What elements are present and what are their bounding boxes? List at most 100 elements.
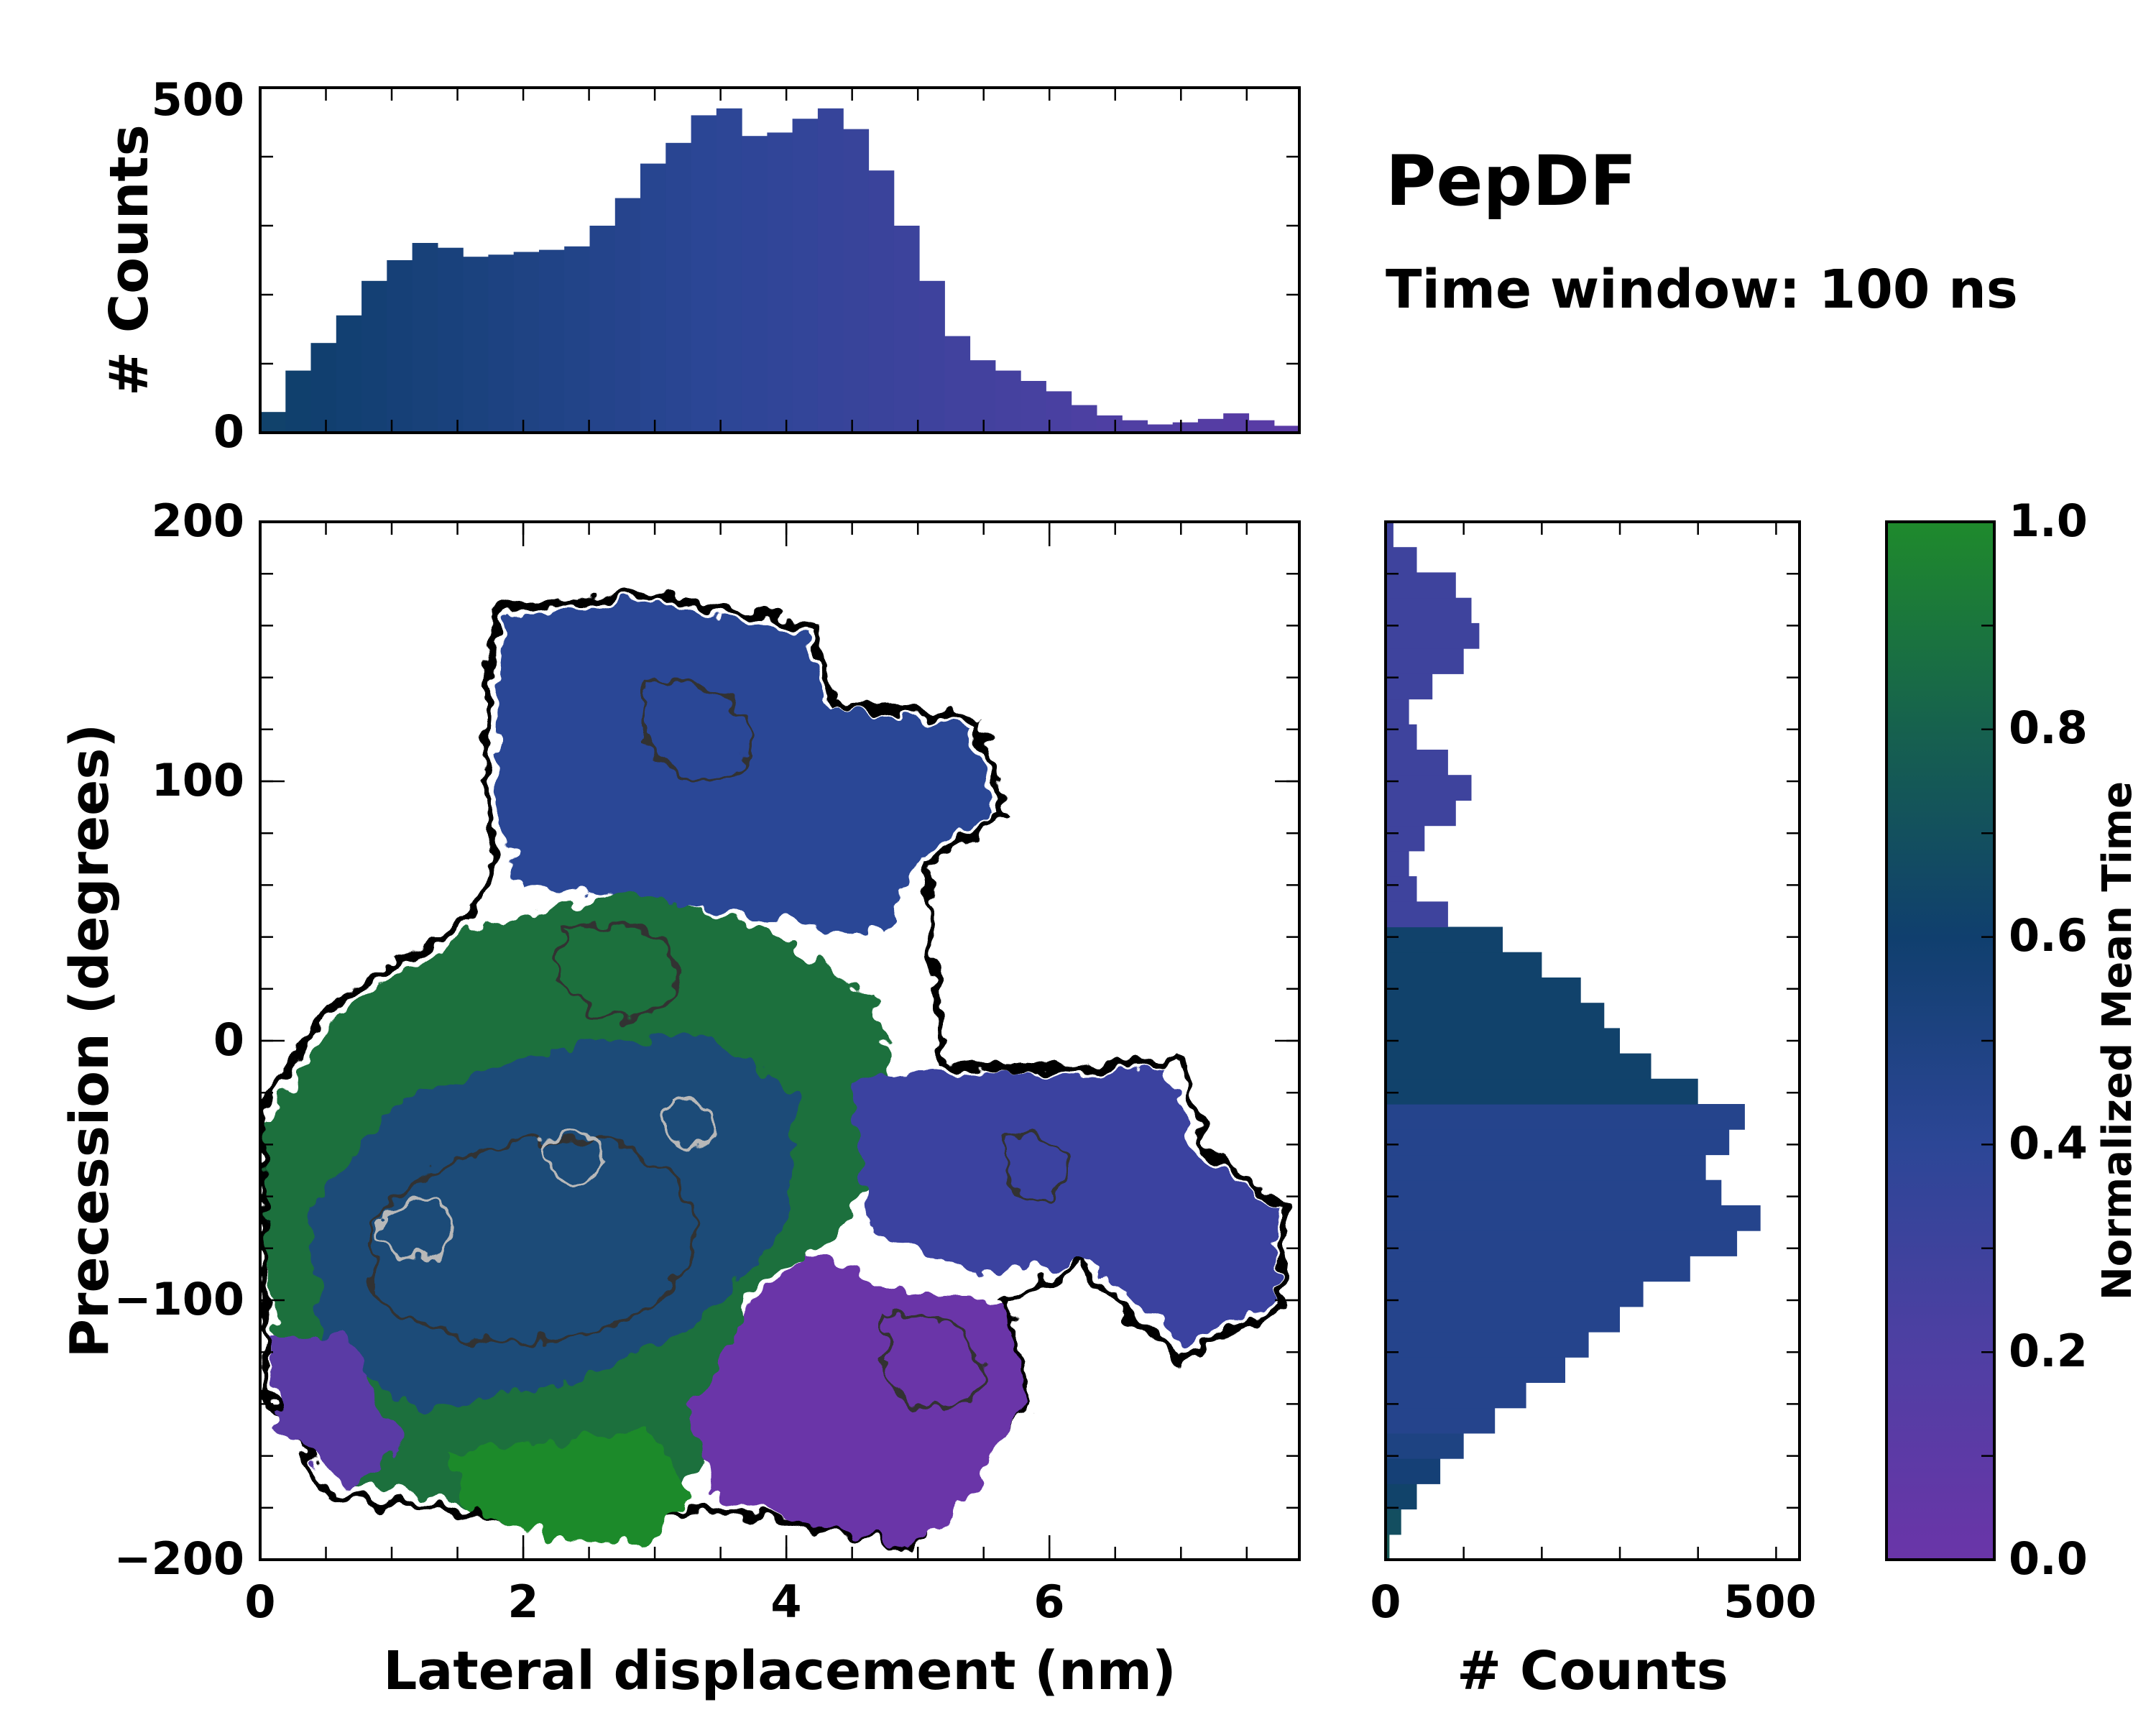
main-ytick-label: −100 bbox=[114, 1273, 244, 1325]
top-histogram-bar bbox=[513, 252, 540, 433]
top-histogram-bar bbox=[1021, 381, 1046, 433]
top-histogram-bar bbox=[944, 336, 971, 433]
right-histogram-bar bbox=[1386, 1332, 1589, 1358]
top-histogram-bar bbox=[285, 370, 312, 433]
top-histogram-bar bbox=[742, 136, 768, 433]
right-histogram-bar bbox=[1386, 1256, 1690, 1282]
top-histogram-bar bbox=[1147, 424, 1174, 433]
main-ytick-label: 100 bbox=[152, 754, 244, 806]
right-histogram: 0 500 # Counts bbox=[1370, 520, 1817, 1702]
main-xtick-label: 6 bbox=[1033, 1576, 1064, 1628]
main-ylabel: Precession (degrees) bbox=[59, 724, 121, 1358]
top-histogram-frame bbox=[259, 86, 1301, 434]
right-tail-region bbox=[848, 1064, 1279, 1344]
top-histogram-bars bbox=[260, 108, 1300, 433]
right-histogram-bar bbox=[1386, 547, 1417, 573]
top-histogram: 500 0 # Counts bbox=[98, 73, 1301, 458]
right-histogram-bar bbox=[1386, 597, 1472, 624]
right-histogram-bar bbox=[1386, 699, 1409, 725]
main-xtick-label: 4 bbox=[770, 1576, 801, 1628]
colorbar-tick-label: 1.0 bbox=[2009, 494, 2088, 547]
right-histogram-bar bbox=[1386, 522, 1393, 548]
top-histogram-bar bbox=[589, 226, 616, 433]
main-heatmap-ticks bbox=[259, 520, 1299, 1561]
right-histogram-bar bbox=[1386, 1129, 1730, 1156]
density-peak-contours bbox=[379, 1099, 714, 1259]
bottom-green-region bbox=[446, 1430, 690, 1545]
top-histogram-bar bbox=[1172, 422, 1199, 433]
top-histogram-bar bbox=[1122, 420, 1148, 433]
right-histogram-bar bbox=[1386, 1484, 1417, 1510]
top-histogram-bar bbox=[463, 257, 489, 433]
top-histogram-bar bbox=[387, 260, 413, 433]
right-histogram-bar bbox=[1386, 1407, 1496, 1434]
top-histogram-bar bbox=[336, 315, 362, 433]
top-histogram-bar bbox=[1273, 426, 1300, 433]
right-histogram-bar bbox=[1386, 724, 1417, 750]
top-histogram-bar bbox=[260, 412, 286, 433]
colorbar-tick-label: 0.0 bbox=[2009, 1532, 2088, 1585]
top-histogram-bar bbox=[1223, 413, 1250, 433]
right-histogram-bar bbox=[1386, 1306, 1620, 1333]
top-histogram-bar bbox=[310, 343, 337, 433]
right-histogram-bar bbox=[1386, 876, 1417, 902]
top-histogram-bar bbox=[361, 280, 387, 433]
colorbar-tick-label: 0.2 bbox=[2009, 1325, 2088, 1377]
top-histogram-bar bbox=[817, 108, 844, 433]
right-histogram-bar bbox=[1386, 952, 1542, 978]
top-histogram-bar bbox=[1248, 420, 1275, 433]
inner-contour-lines bbox=[372, 678, 1069, 1410]
upper-cluster-region bbox=[496, 600, 995, 934]
main-xtick-label: 2 bbox=[507, 1576, 538, 1628]
right-histogram-xtick-label: 0 bbox=[1370, 1576, 1401, 1628]
right-histogram-xtick-label: 500 bbox=[1723, 1576, 1816, 1628]
heatmap-density-regions bbox=[260, 589, 1291, 1550]
top-histogram-bar bbox=[539, 249, 565, 433]
right-histogram-bar bbox=[1386, 1432, 1464, 1459]
top-histogram-bar bbox=[767, 132, 793, 433]
right-histogram-bar bbox=[1386, 978, 1581, 1003]
top-histogram-bar bbox=[437, 247, 464, 433]
main-xtick-label: 0 bbox=[244, 1576, 275, 1628]
right-histogram-bar bbox=[1386, 572, 1456, 599]
right-histogram-bar bbox=[1386, 800, 1456, 827]
right-histogram-bar bbox=[1386, 926, 1503, 953]
top-histogram-ytick-label: 500 bbox=[152, 73, 244, 126]
right-histogram-ticks bbox=[1384, 520, 1800, 1561]
top-histogram-ylabel: # Counts bbox=[98, 124, 160, 396]
right-histogram-bar bbox=[1386, 1078, 1698, 1105]
lower-left-purple-region bbox=[267, 1337, 402, 1488]
top-histogram-ytick-label: 0 bbox=[213, 405, 244, 458]
colorbar-tick-label: 0.6 bbox=[2009, 909, 2088, 962]
top-histogram-bar bbox=[614, 198, 641, 433]
top-histogram-bar bbox=[488, 254, 515, 433]
top-histogram-bar bbox=[792, 119, 819, 433]
right-histogram-bar bbox=[1386, 1154, 1706, 1181]
right-histogram-bar bbox=[1386, 1028, 1620, 1054]
right-histogram-bar bbox=[1386, 1053, 1651, 1080]
right-histogram-bar bbox=[1386, 622, 1480, 649]
right-histogram-xlabel: # Counts bbox=[1457, 1640, 1728, 1702]
top-histogram-bar bbox=[843, 129, 870, 433]
main-ytick-label: −200 bbox=[114, 1532, 244, 1585]
colorbar-label: Normalized Mean Time bbox=[2094, 781, 2141, 1300]
colorbar-ticks bbox=[1981, 520, 1994, 1561]
top-histogram-ticks bbox=[259, 86, 1299, 434]
top-histogram-bar bbox=[1096, 415, 1123, 433]
main-xlabel: Lateral displacement (nm) bbox=[383, 1640, 1176, 1702]
top-histogram-bar bbox=[1197, 418, 1224, 433]
figure-title: PepDF bbox=[1386, 141, 1636, 221]
right-histogram-bar bbox=[1386, 1003, 1605, 1029]
main-ytick-label: 0 bbox=[213, 1013, 244, 1066]
top-histogram-bar bbox=[1071, 405, 1097, 433]
top-histogram-bar bbox=[893, 226, 920, 433]
right-histogram-bar bbox=[1386, 850, 1409, 877]
colorbar: 0.0 0.2 0.4 0.6 0.8 1.0 Normalized Mean … bbox=[1885, 494, 2141, 1585]
top-histogram-bar bbox=[665, 142, 692, 433]
figure-subtitle: Time window: 100 ns bbox=[1386, 259, 2018, 321]
top-histogram-bar bbox=[868, 170, 895, 433]
top-histogram-bar bbox=[640, 163, 666, 433]
right-histogram-bar bbox=[1386, 1230, 1738, 1256]
top-histogram-bar bbox=[691, 115, 717, 433]
